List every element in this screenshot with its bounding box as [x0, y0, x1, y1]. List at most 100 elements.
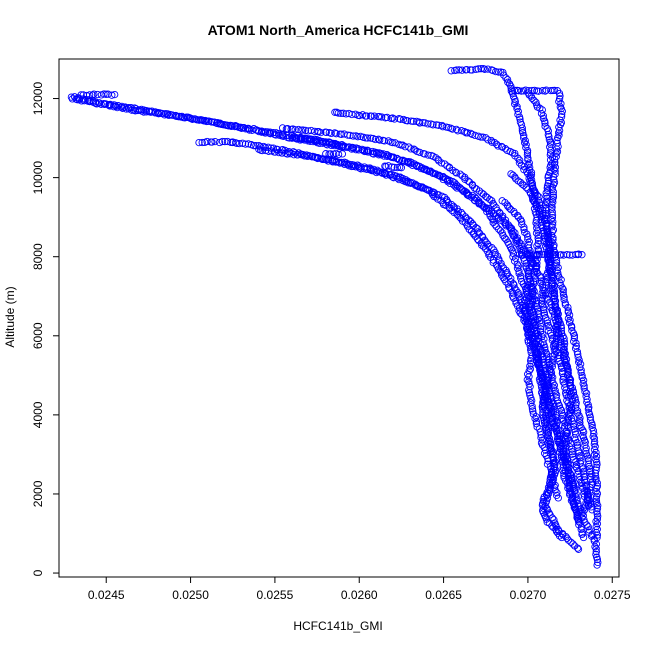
data-point: [572, 490, 580, 498]
data-point: [528, 298, 537, 306]
data-point: [579, 467, 588, 476]
data-point: [581, 388, 589, 396]
data-point: [594, 502, 602, 510]
data-point: [526, 362, 534, 370]
data-point: [335, 141, 343, 150]
data-point: [593, 561, 601, 569]
data-point: [331, 129, 339, 137]
data-point: [543, 199, 551, 207]
x-axis-label: HCFC141b_GMI: [293, 619, 382, 633]
data-point: [549, 251, 557, 259]
data-point: [370, 112, 379, 120]
data-point: [349, 132, 357, 140]
data-point: [244, 140, 253, 148]
data-point: [550, 402, 558, 411]
data-point: [544, 256, 553, 264]
data-point: [533, 329, 541, 338]
data-point: [554, 494, 562, 502]
data-point: [416, 119, 424, 127]
data-point: [556, 92, 564, 100]
data-point: [558, 107, 566, 115]
data-point: [236, 123, 245, 131]
x-tick-label: 0.0250: [172, 588, 209, 602]
data-point: [364, 146, 372, 155]
data-point: [374, 167, 382, 176]
data-point: [291, 126, 299, 134]
data-point: [591, 469, 600, 477]
data-point: [561, 432, 570, 440]
data-point: [538, 441, 547, 449]
data-point: [548, 281, 556, 289]
y-tick-label: 4000: [31, 401, 45, 428]
data-point: [537, 109, 546, 118]
data-point: [497, 142, 506, 151]
data-point: [481, 65, 489, 73]
data-point: [572, 430, 580, 438]
data-point: [538, 501, 547, 509]
data-point: [539, 355, 548, 364]
data-point: [537, 347, 546, 355]
data-point: [541, 87, 549, 95]
data-point: [528, 94, 536, 102]
data-point: [334, 141, 342, 149]
data-point: [575, 358, 583, 366]
data-point: [328, 140, 336, 148]
data-point: [339, 109, 347, 117]
data-point: [566, 379, 574, 387]
data-point: [531, 321, 539, 329]
data-point: [124, 105, 133, 113]
data-point: [552, 328, 560, 336]
data-point: [539, 223, 547, 232]
data-point: [496, 227, 505, 235]
data-point: [111, 90, 119, 99]
data-point: [557, 100, 565, 108]
data-point: [544, 428, 552, 437]
data-point: [543, 316, 551, 325]
data-point: [484, 136, 492, 144]
data-point: [543, 182, 552, 190]
data-point: [497, 259, 505, 268]
data-point: [309, 152, 317, 161]
data-point: [593, 504, 602, 513]
data-point: [524, 235, 532, 244]
data-point: [538, 402, 546, 411]
data-point: [549, 218, 557, 226]
data-point: [544, 127, 552, 135]
data-point: [77, 91, 85, 99]
data-point: [565, 311, 574, 319]
y-tick-label: 8000: [31, 243, 45, 270]
data-point: [117, 103, 125, 112]
data-point: [140, 108, 148, 116]
data-point: [538, 106, 546, 114]
data-point: [424, 120, 432, 128]
data-point: [566, 316, 574, 324]
data-point: [554, 129, 563, 137]
data-point: [555, 435, 564, 443]
data-point: [439, 175, 447, 184]
data-point: [101, 100, 109, 109]
x-tick-label: 0.0265: [425, 588, 462, 602]
data-point: [457, 208, 465, 217]
y-tick-label: 2000: [31, 480, 45, 507]
data-point: [263, 128, 272, 136]
data-point: [258, 127, 266, 136]
data-point: [477, 133, 485, 141]
data-point: [592, 550, 600, 559]
data-point: [555, 357, 563, 366]
data-point: [551, 167, 559, 175]
data-point: [122, 105, 130, 113]
data-point: [559, 288, 567, 296]
data-point: [299, 126, 307, 134]
data-point: [570, 334, 579, 342]
data-point: [543, 194, 551, 202]
data-point: [553, 308, 561, 317]
data-point: [110, 103, 118, 111]
data-point: [516, 115, 524, 123]
data-point: [592, 548, 600, 556]
data-point: [549, 453, 557, 461]
data-point: [513, 260, 521, 268]
data-point: [545, 177, 553, 185]
data-point: [537, 213, 545, 221]
data-point: [580, 490, 588, 498]
data-point: [345, 160, 353, 168]
